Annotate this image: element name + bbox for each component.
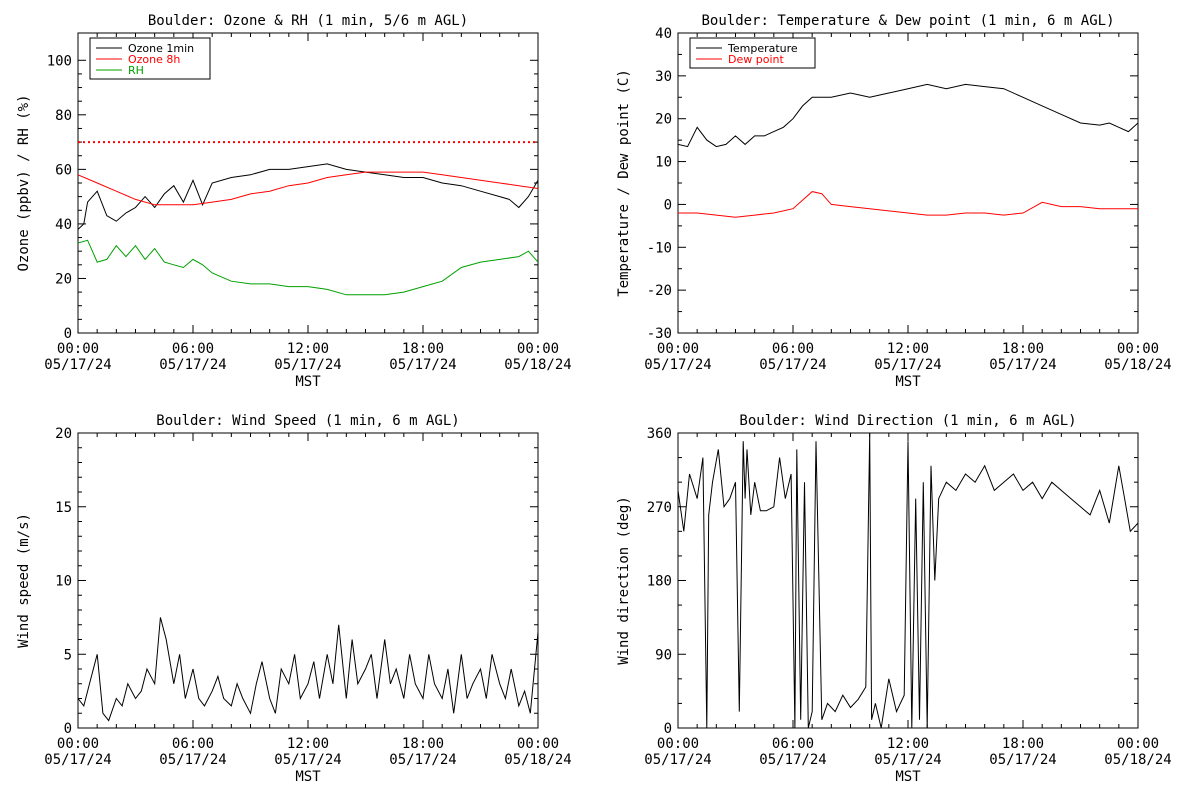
temp-legend	[689, 37, 816, 69]
temp-xtick-label: 18:00 05/17/24	[989, 341, 1056, 373]
ozone-panel: Boulder: Ozone & RH (1 min, 5/6 m AGL) 0 2…	[16, 13, 572, 390]
temp-xtick-label: 00:00 05/18/24	[1104, 341, 1171, 373]
temp-ytick-label: -30	[647, 326, 672, 342]
temp-plot-frame	[677, 32, 1139, 334]
ozone-xtick-label: 00:00 05/18/24	[504, 341, 571, 373]
temp-xlabel: MST	[895, 374, 921, 390]
wdir-xtick-label: 18:00 05/17/24	[989, 736, 1056, 768]
ozone-series-ozone-1min	[78, 163, 538, 230]
wspd-xtick-label: 00:00 05/18/24	[504, 736, 571, 768]
wspd-ytick-label: 5	[64, 647, 72, 663]
wspd-xtick-label: 18:00 05/17/24	[389, 736, 456, 768]
wdir-xlabel: MST	[895, 769, 921, 785]
ozone-series-rh	[78, 239, 538, 296]
temp-ytick-label: 0	[664, 197, 672, 213]
temp-ytick-label: 40	[655, 26, 672, 42]
temp-title: Boulder: Temperature & Dew point (1 min,…	[701, 13, 1114, 29]
ozone-title: Boulder: Ozone & RH (1 min, 5/6 m AGL)	[148, 13, 468, 29]
ozone-ytick-label: 80	[55, 108, 72, 124]
temp-ytick-label: 10	[655, 155, 672, 171]
ozone-xtick-label: 18:00 05/17/24	[389, 341, 456, 373]
ozone-legend-label: Ozone 8h	[128, 53, 180, 66]
wspd-series-line	[78, 617, 538, 722]
wdir-ytick-label: 360	[647, 426, 672, 442]
temp-ytick-label: 20	[655, 112, 672, 128]
wspd-xtick-label: 06:00 05/17/24	[159, 736, 226, 768]
temp-legend-label: Temperature	[727, 42, 798, 55]
wspd-xtick-label: 00:00 05/17/24	[44, 736, 111, 768]
wspd-panel: Boulder: Wind Speed (1 min, 6 m AGL) 0 5 10…	[16, 413, 572, 785]
ozone-legend-label: RH	[128, 64, 144, 77]
temp-panel: Boulder: Temperature & Dew point (1 min,…	[616, 13, 1172, 390]
temp-ylabel: Temperature / Dew point (C)	[616, 69, 632, 297]
wdir-series-line	[678, 433, 1138, 728]
wdir-ytick-label: 90	[655, 647, 672, 663]
temp-ytick-label: -20	[647, 283, 672, 299]
temp-xtick-label: 00:00 05/17/24	[644, 341, 711, 373]
wdir-panel: Boulder: Wind Direction (1 min, 6 m AGL)…	[616, 413, 1172, 785]
wdir-xtick-label: 00:00 05/17/24	[644, 736, 711, 768]
wspd-xlabel: MST	[295, 769, 321, 785]
wdir-xtick-label: 06:00 05/17/24	[759, 736, 826, 768]
temp-ytick-label: -10	[647, 240, 672, 256]
wspd-title: Boulder: Wind Speed (1 min, 6 m AGL)	[156, 413, 459, 429]
temp-series-dew-point	[678, 191, 1138, 218]
wdir-title: Boulder: Wind Direction (1 min, 6 m AGL)	[739, 413, 1076, 429]
ozone-legend-label: Ozone 1min	[128, 42, 194, 55]
wdir-ylabel: Wind direction (deg)	[616, 496, 632, 665]
ozone-ytick-label: 20	[55, 271, 72, 287]
wspd-ytick-label: 20	[55, 426, 72, 442]
ozone-xtick-label: 06:00 05/17/24	[159, 341, 226, 373]
temp-series-temperature	[678, 83, 1138, 148]
ozone-ytick-label: 40	[55, 217, 72, 233]
temp-xtick-label: 12:00 05/17/24	[874, 341, 941, 373]
temp-ytick-label: 30	[655, 69, 672, 85]
wdir-ytick-label: 270	[647, 500, 672, 516]
ozone-xlabel: MST	[295, 374, 321, 390]
temp-legend-label: Dew point	[728, 53, 784, 66]
ozone-ytick-label: 0	[64, 326, 72, 342]
ozone-ytick-label: 100	[47, 53, 72, 69]
wdir-xtick-label: 12:00 05/17/24	[874, 736, 941, 768]
ozone-ytick-label: 60	[55, 162, 72, 178]
wdir-xtick-label: 00:00 05/18/24	[1104, 736, 1171, 768]
ozone-series-ozone-8h	[78, 171, 538, 206]
wspd-xtick-label: 12:00 05/17/24	[274, 736, 341, 768]
ozone-xtick-label: 12:00 05/17/24	[274, 341, 341, 373]
ozone-xtick-label: 00:00 05/17/24	[44, 341, 111, 373]
temp-xtick-label: 06:00 05/17/24	[759, 341, 826, 373]
wspd-ylabel: Wind speed (m/s)	[16, 513, 32, 648]
wspd-ytick-label: 0	[64, 721, 72, 737]
wdir-ytick-label: 0	[664, 721, 672, 737]
wspd-ytick-label: 15	[55, 500, 72, 516]
ozone-ylabel: Ozone (ppbv) / RH (%)	[16, 94, 32, 271]
wdir-ytick-label: 180	[647, 574, 672, 590]
wspd-ytick-label: 10	[55, 574, 72, 590]
